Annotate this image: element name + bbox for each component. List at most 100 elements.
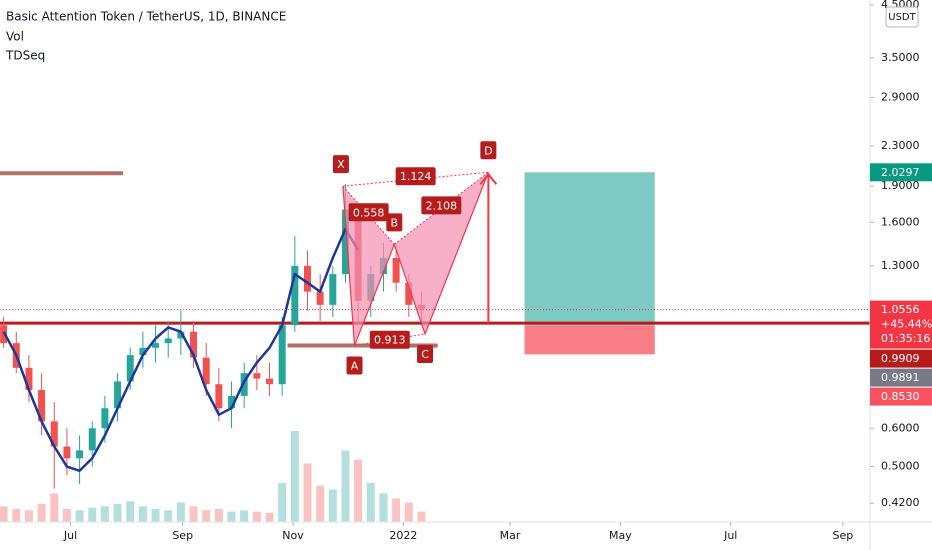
- ratio-label: 2.108: [421, 196, 462, 215]
- point-label-text: B: [391, 216, 399, 229]
- currency-box[interactable]: [885, 6, 919, 28]
- ratio-label-box: [395, 167, 436, 186]
- x-tick-label: Mar: [500, 529, 521, 542]
- candle-body: [76, 450, 84, 459]
- volume-bar: [341, 450, 350, 522]
- candle-body: [329, 274, 337, 305]
- volume-bar: [392, 498, 401, 522]
- ratio-label-text: 0.913: [374, 334, 406, 347]
- candle-body: [215, 384, 223, 409]
- ratio-label-text: 1.124: [400, 170, 432, 183]
- price-tag: [870, 368, 932, 387]
- candle-body: [405, 282, 413, 305]
- ratio-label-box: [369, 330, 410, 349]
- volume-bar: [290, 431, 299, 522]
- price-tag: [870, 300, 932, 349]
- price-tag-text: 0.9909: [881, 352, 920, 365]
- candle-body: [164, 338, 172, 344]
- pattern-fill: [394, 172, 489, 334]
- candle-body: [38, 389, 46, 422]
- volume-bar: [151, 509, 160, 522]
- point-label-text: C: [421, 348, 429, 361]
- candle-body: [114, 381, 122, 409]
- candle-body: [266, 378, 274, 385]
- volume-bar: [100, 506, 109, 522]
- x-tick-label: Nov: [282, 529, 304, 542]
- currency: USDT: [888, 12, 916, 23]
- volume-bar: [240, 510, 249, 522]
- volume-bar: [379, 493, 388, 522]
- y-tick-label: 1.6000: [881, 215, 920, 228]
- price-tag-change: +45.44%: [881, 318, 932, 331]
- volume-bar: [37, 503, 46, 522]
- y-tick-label: 4.5000: [881, 0, 920, 11]
- x-tick-label: Sep: [172, 529, 193, 542]
- point-label: C: [417, 344, 434, 363]
- point-label: D: [480, 141, 497, 160]
- point-label-box: [386, 213, 403, 232]
- y-tick-label: 1.9000: [881, 179, 920, 192]
- candle-body: [101, 408, 109, 429]
- volume-bar: [417, 511, 426, 522]
- position-loss: [524, 325, 655, 355]
- y-tick-label: 0.4200: [881, 496, 920, 509]
- x-tick-label: 2022: [389, 529, 417, 542]
- volume-bar: [316, 485, 325, 522]
- point-label-text: D: [484, 144, 492, 157]
- y-tick-label: 2.9000: [881, 90, 920, 103]
- volume-bar: [164, 510, 173, 522]
- ratio-label: 1.124: [395, 167, 436, 186]
- y-tick-label: 2.3000: [881, 139, 920, 152]
- candle-body: [190, 331, 198, 358]
- volume-bar: [126, 501, 135, 522]
- volume-bar: [75, 510, 84, 522]
- point-label: B: [386, 213, 403, 232]
- x-tick-label: Sep: [833, 529, 854, 542]
- candle-body: [139, 347, 147, 356]
- x-tick-label: May: [609, 529, 632, 542]
- candle-body: [88, 428, 96, 451]
- volume-bar: [278, 483, 287, 522]
- candle-body: [202, 357, 210, 385]
- y-tick-label: 0.6000: [881, 421, 920, 434]
- candle-body: [63, 446, 71, 459]
- x-tick-label: Jul: [63, 529, 77, 542]
- volume-bar: [265, 512, 274, 522]
- volume-bar: [12, 509, 21, 522]
- chart-title: Basic Attention Token / TetherUS, 1D, BI…: [6, 10, 286, 24]
- volume-bar: [404, 502, 413, 522]
- volume-bar: [138, 506, 147, 522]
- ratio-label: 0.558: [348, 203, 389, 222]
- ratio-label-box: [348, 203, 389, 222]
- volume-bar: [328, 489, 337, 522]
- point-label-box: [346, 356, 363, 375]
- ratio-label-text: 2.108: [426, 199, 458, 212]
- volume-bar: [113, 503, 122, 522]
- volume-bar: [189, 506, 198, 522]
- y-tick-label: 0.5000: [881, 460, 920, 473]
- price-tag-text: 0.8530: [881, 390, 920, 403]
- candle-body: [392, 257, 400, 283]
- candle-body: [177, 331, 185, 339]
- ratio-label-box: [421, 196, 462, 215]
- volume-bar: [202, 510, 211, 522]
- volume-bar: [366, 483, 375, 522]
- ratio-label: 0.913: [369, 330, 410, 349]
- candle-body: [152, 343, 160, 348]
- candle-body: [228, 395, 236, 409]
- target-arrow-head: [479, 172, 498, 185]
- volume-bar: [176, 502, 185, 522]
- volume-bar: [0, 506, 8, 522]
- point-label: A: [346, 356, 363, 375]
- volume-bar: [24, 510, 33, 522]
- point-label-text: X: [337, 158, 345, 171]
- price-tag: [870, 349, 932, 368]
- candle-body: [253, 373, 261, 379]
- point-label-box: [480, 141, 497, 160]
- price-tag-text: 1.0556: [881, 303, 920, 316]
- candle-body: [50, 421, 58, 447]
- candle-body: [316, 291, 324, 305]
- candle-body: [25, 367, 33, 390]
